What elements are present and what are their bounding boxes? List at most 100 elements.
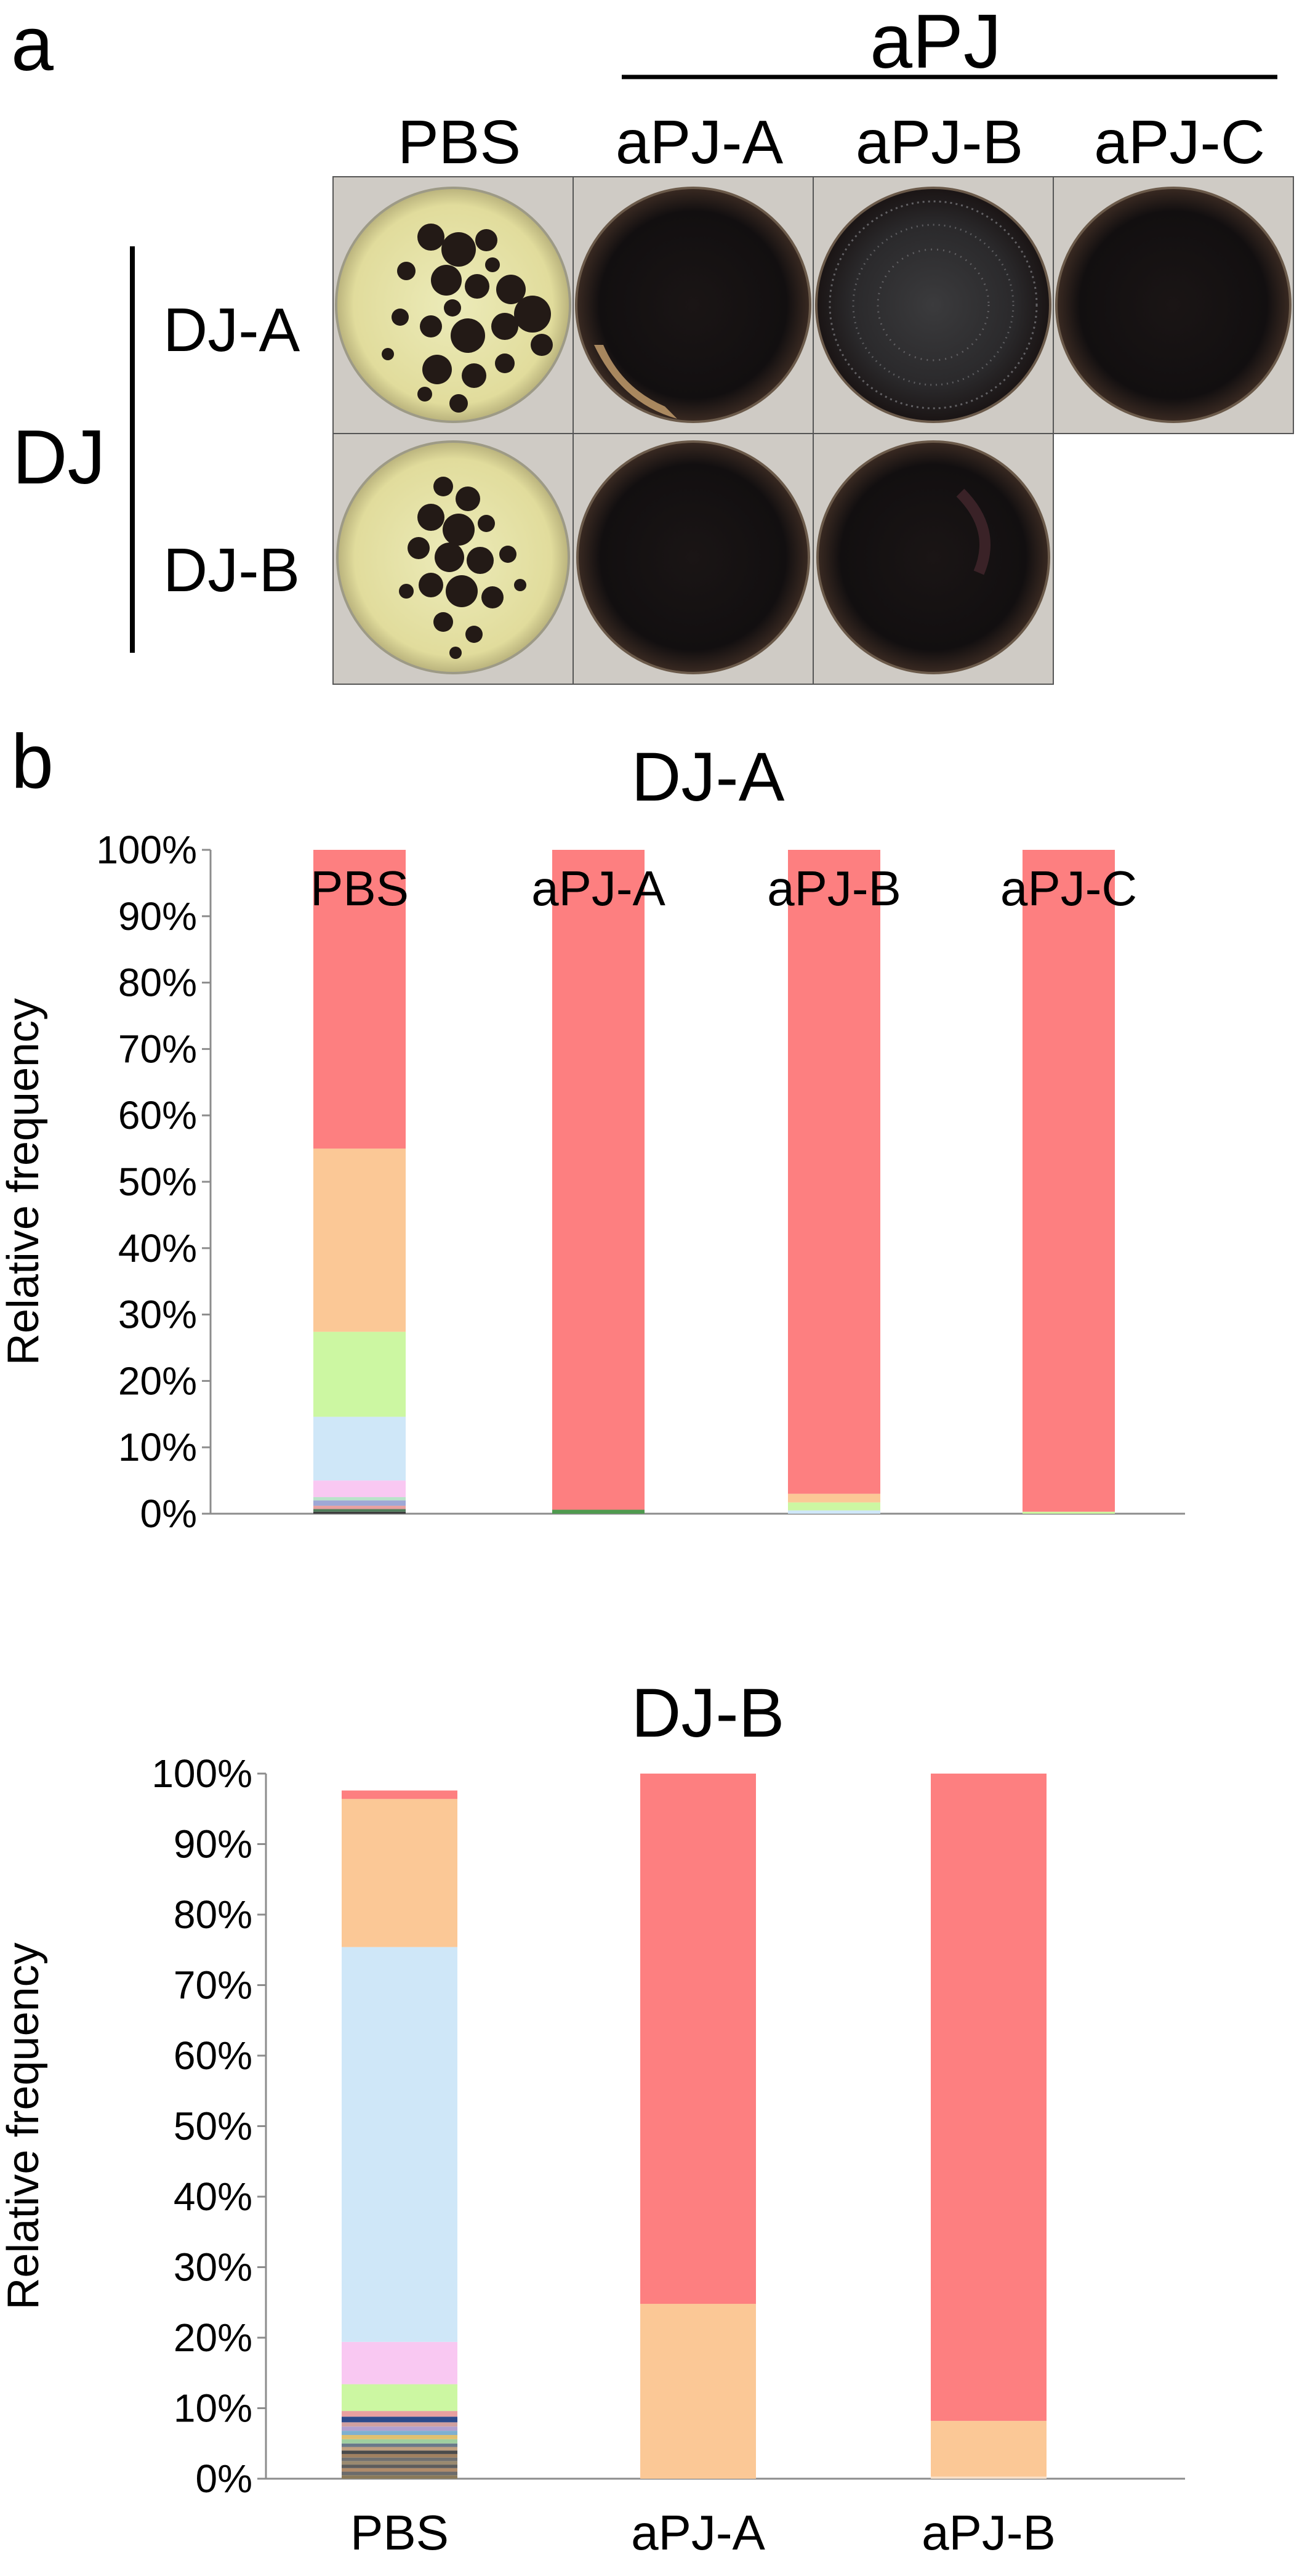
y-tick-label: 30% [174, 2245, 252, 2290]
bar-apj-b [931, 1774, 1047, 2479]
bar-apj-b [788, 850, 880, 1514]
bar-apj-c [1023, 850, 1115, 1514]
x-tick-label: aPJ-A [631, 2505, 765, 2560]
bar-segment [313, 1497, 406, 1501]
bar-segment [313, 1480, 406, 1498]
column-label-apj-b: aPJ-B [856, 108, 1023, 177]
plate-dj-a-apj-b [813, 176, 1054, 434]
y-tick-label: 50% [174, 2104, 252, 2149]
y-tick-label: 90% [174, 1822, 252, 1867]
bar-segment [313, 1506, 406, 1509]
bar-segment [342, 2422, 457, 2427]
column-label-apj-a: aPJ-A [616, 108, 784, 177]
y-tick-label: 60% [174, 2033, 252, 2078]
bar-segment [788, 1510, 880, 1514]
y-axis-label: Relative frequency [0, 998, 48, 1365]
bar-segment [313, 1511, 406, 1514]
y-tick-label: 70% [118, 1027, 197, 1071]
bar-segment [342, 2468, 457, 2472]
bar-segment [342, 2453, 457, 2458]
bar-segment [931, 2476, 1047, 2479]
bar-segment [640, 2304, 756, 2479]
y-tick-label: 20% [118, 1359, 197, 1403]
bar-segment [342, 2417, 457, 2423]
y-tick-label: 40% [174, 2174, 252, 2219]
bar-segment [342, 2450, 457, 2454]
y-tick-label: 50% [118, 1160, 197, 1204]
bar-segment [342, 2426, 457, 2431]
row-label-dj-a: DJ-A [163, 296, 300, 365]
bar-segment [342, 2435, 457, 2439]
y-tick-label: 70% [174, 1963, 252, 2008]
plate-dj-a-apj-a [573, 176, 814, 434]
bar-segment [342, 2465, 457, 2468]
bar-segment [931, 1774, 1047, 2421]
bar-segment [342, 2384, 457, 2412]
bar-segment [342, 2447, 457, 2451]
bar-segment [342, 2431, 457, 2436]
bar-segment [342, 2461, 457, 2465]
x-tick-label: aPJ-C [1000, 861, 1137, 916]
bar-apj-a [552, 850, 645, 1514]
x-tick-label: PBS [350, 2505, 449, 2560]
bar-segment [342, 2443, 457, 2447]
bar-segment [313, 1149, 406, 1332]
bar-segment [342, 1799, 457, 1947]
plate-dj-b-apj-b [813, 433, 1054, 685]
y-tick-label: 100% [96, 828, 197, 872]
bar-segment [342, 2457, 457, 2461]
y-tick-label: 60% [118, 1093, 197, 1137]
panel-b-label: b [11, 719, 54, 804]
y-tick-label: 80% [174, 1892, 252, 1937]
plate-grid: aPJ PBS aPJ-A aPJ-B aPJ-C DJ DJ-A DJ-B [12, 0, 1294, 685]
bar-segment [342, 1947, 457, 2342]
bar-segment [313, 1416, 406, 1481]
y-tick-label: 10% [174, 2386, 252, 2431]
y-tick-label: 90% [118, 894, 197, 939]
y-tick-label: 80% [118, 961, 197, 1005]
bar-segment [342, 2475, 457, 2479]
bar-segment [640, 1774, 756, 2304]
bar-segment [342, 1790, 457, 1799]
bar-apj-a [640, 1774, 756, 2479]
bar-segment [342, 2471, 457, 2476]
column-label-pbs: PBS [398, 108, 521, 177]
y-tick-label: 0% [140, 1492, 198, 1536]
bar-segment [1023, 1511, 1115, 1514]
y-tick-label: 20% [174, 2316, 252, 2360]
plate-dj-a-apj-c [1053, 176, 1294, 434]
bar-segment [788, 850, 880, 1494]
bar-segment [1023, 850, 1115, 1512]
y-tick-label: 40% [118, 1226, 197, 1270]
row-label-dj-b: DJ-B [163, 536, 300, 605]
bar-segment [552, 850, 645, 1510]
x-tick-label: aPJ-A [531, 861, 665, 916]
bar-pbs [313, 850, 406, 1514]
bar-segment [342, 2341, 457, 2384]
chart-dj-b: DJ-B Relative frequency 0% 10% 20% 30% 40% 50% 6… [0, 1674, 1185, 2560]
bar-segment [342, 2411, 457, 2417]
bar-segment [788, 1502, 880, 1511]
bar-segment [313, 1500, 406, 1506]
bar-pbs [342, 1790, 457, 2479]
x-tick-label: PBS [310, 861, 409, 916]
bar-segment [788, 1493, 880, 1503]
group-label-apj: aPJ [870, 0, 1002, 84]
x-tick-label: aPJ-B [922, 2505, 1056, 2560]
x-tick-label: aPJ-B [767, 861, 901, 916]
bar-segment [342, 2439, 457, 2444]
bar-segment [313, 1509, 406, 1512]
chart-title: DJ-B [632, 1674, 785, 1751]
y-tick-label: 0% [196, 2457, 253, 2501]
chart-title: DJ-A [632, 738, 785, 815]
bar-segment [313, 1331, 406, 1417]
panel-a-label: a [11, 2, 54, 87]
chart-dj-a: DJ-A Relative frequency 0% 10% 20% 30% 40% 50% 6… [0, 738, 1185, 1536]
plate-dj-b-apj-a [573, 433, 814, 685]
plate-dj-a-pbs [332, 176, 574, 434]
plate-dj-b-pbs [332, 433, 574, 685]
row-group-label-dj: DJ [12, 415, 106, 500]
y-axis-label: Relative frequency [0, 1942, 48, 2309]
y-tick-label: 30% [118, 1293, 197, 1337]
bar-segment [313, 850, 406, 1149]
